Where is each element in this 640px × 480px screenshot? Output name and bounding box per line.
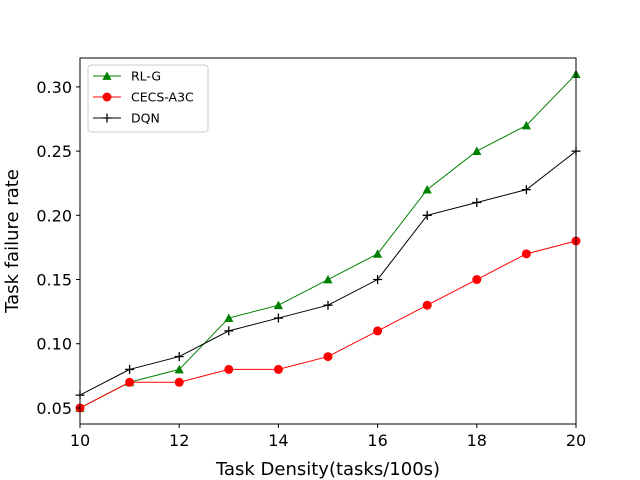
data-point-cecs-a3c	[125, 377, 135, 387]
data-point-dqn	[174, 352, 184, 362]
data-point-rl-g	[373, 249, 383, 258]
data-point-dqn	[472, 197, 482, 207]
plot-frame	[79, 57, 577, 425]
series-cecs-a3c	[75, 236, 581, 413]
data-point-rl-g	[224, 313, 234, 322]
data-point-cecs-a3c	[323, 352, 333, 362]
data-point-rl-g	[273, 300, 283, 310]
data-point-dqn	[373, 275, 383, 285]
data-point-cecs-a3c	[224, 364, 234, 374]
y-tick-label: 0.25	[36, 142, 72, 161]
data-point-dqn	[422, 210, 432, 220]
x-tick-label: 14	[268, 431, 288, 450]
x-tick-label: 10	[70, 431, 90, 450]
data-point-rl-g	[472, 146, 482, 156]
data-point-dqn	[224, 326, 234, 336]
y-tick-label: 0.05	[36, 399, 72, 418]
data-point-dqn	[521, 185, 531, 195]
data-point-cecs-a3c	[273, 364, 283, 374]
x-tick-label: 12	[169, 431, 189, 450]
x-tick-label: 20	[566, 431, 586, 450]
legend-label-cecs-a3c: CECS-A3C	[131, 90, 194, 105]
x-axis: 10 12 14 16 18 20	[70, 424, 586, 450]
legend: RL-G CECS-A3C DQN	[87, 64, 209, 133]
data-point-rl-g	[521, 120, 531, 130]
data-point-dqn	[273, 313, 283, 323]
data-point-cecs-a3c	[174, 377, 184, 387]
data-point-rl-g	[422, 185, 432, 194]
data-point-cecs-a3c	[373, 326, 383, 336]
y-tick-label: 0.30	[36, 78, 72, 97]
data-point-cecs-a3c	[521, 249, 531, 259]
legend-marker-cecs-a3c	[102, 92, 112, 102]
data-point-rl-g	[174, 364, 184, 374]
legend-marker-dqn	[102, 113, 112, 123]
legend-entry-rl-g: RL-G	[93, 69, 161, 84]
x-axis-label: Task Density(tasks/100s)	[215, 459, 440, 480]
data-point-dqn	[323, 300, 333, 310]
y-axis-label: Task failure rate	[2, 169, 23, 314]
legend-label-dqn: DQN	[131, 111, 160, 126]
legend-marker-rl-g	[102, 71, 112, 80]
series-dqn	[75, 146, 581, 400]
legend-frame	[87, 64, 209, 133]
data-point-rl-g	[323, 274, 333, 284]
data-point-dqn	[125, 364, 135, 374]
legend-entry-cecs-a3c: CECS-A3C	[93, 90, 194, 105]
data-point-cecs-a3c	[422, 300, 432, 310]
y-axis: 0.05 0.10 0.15 0.20 0.25 0.30	[36, 78, 80, 418]
legend-entry-dqn: DQN	[93, 111, 160, 126]
x-tick-label: 16	[367, 431, 387, 450]
legend-label-rl-g: RL-G	[131, 69, 161, 84]
y-tick-label: 0.10	[36, 335, 72, 354]
series-line-cecs-a3c	[79, 240, 577, 409]
y-tick-label: 0.20	[36, 206, 72, 225]
x-tick-label: 18	[467, 431, 487, 450]
y-tick-label: 0.15	[36, 271, 72, 290]
data-point-cecs-a3c	[472, 275, 482, 285]
